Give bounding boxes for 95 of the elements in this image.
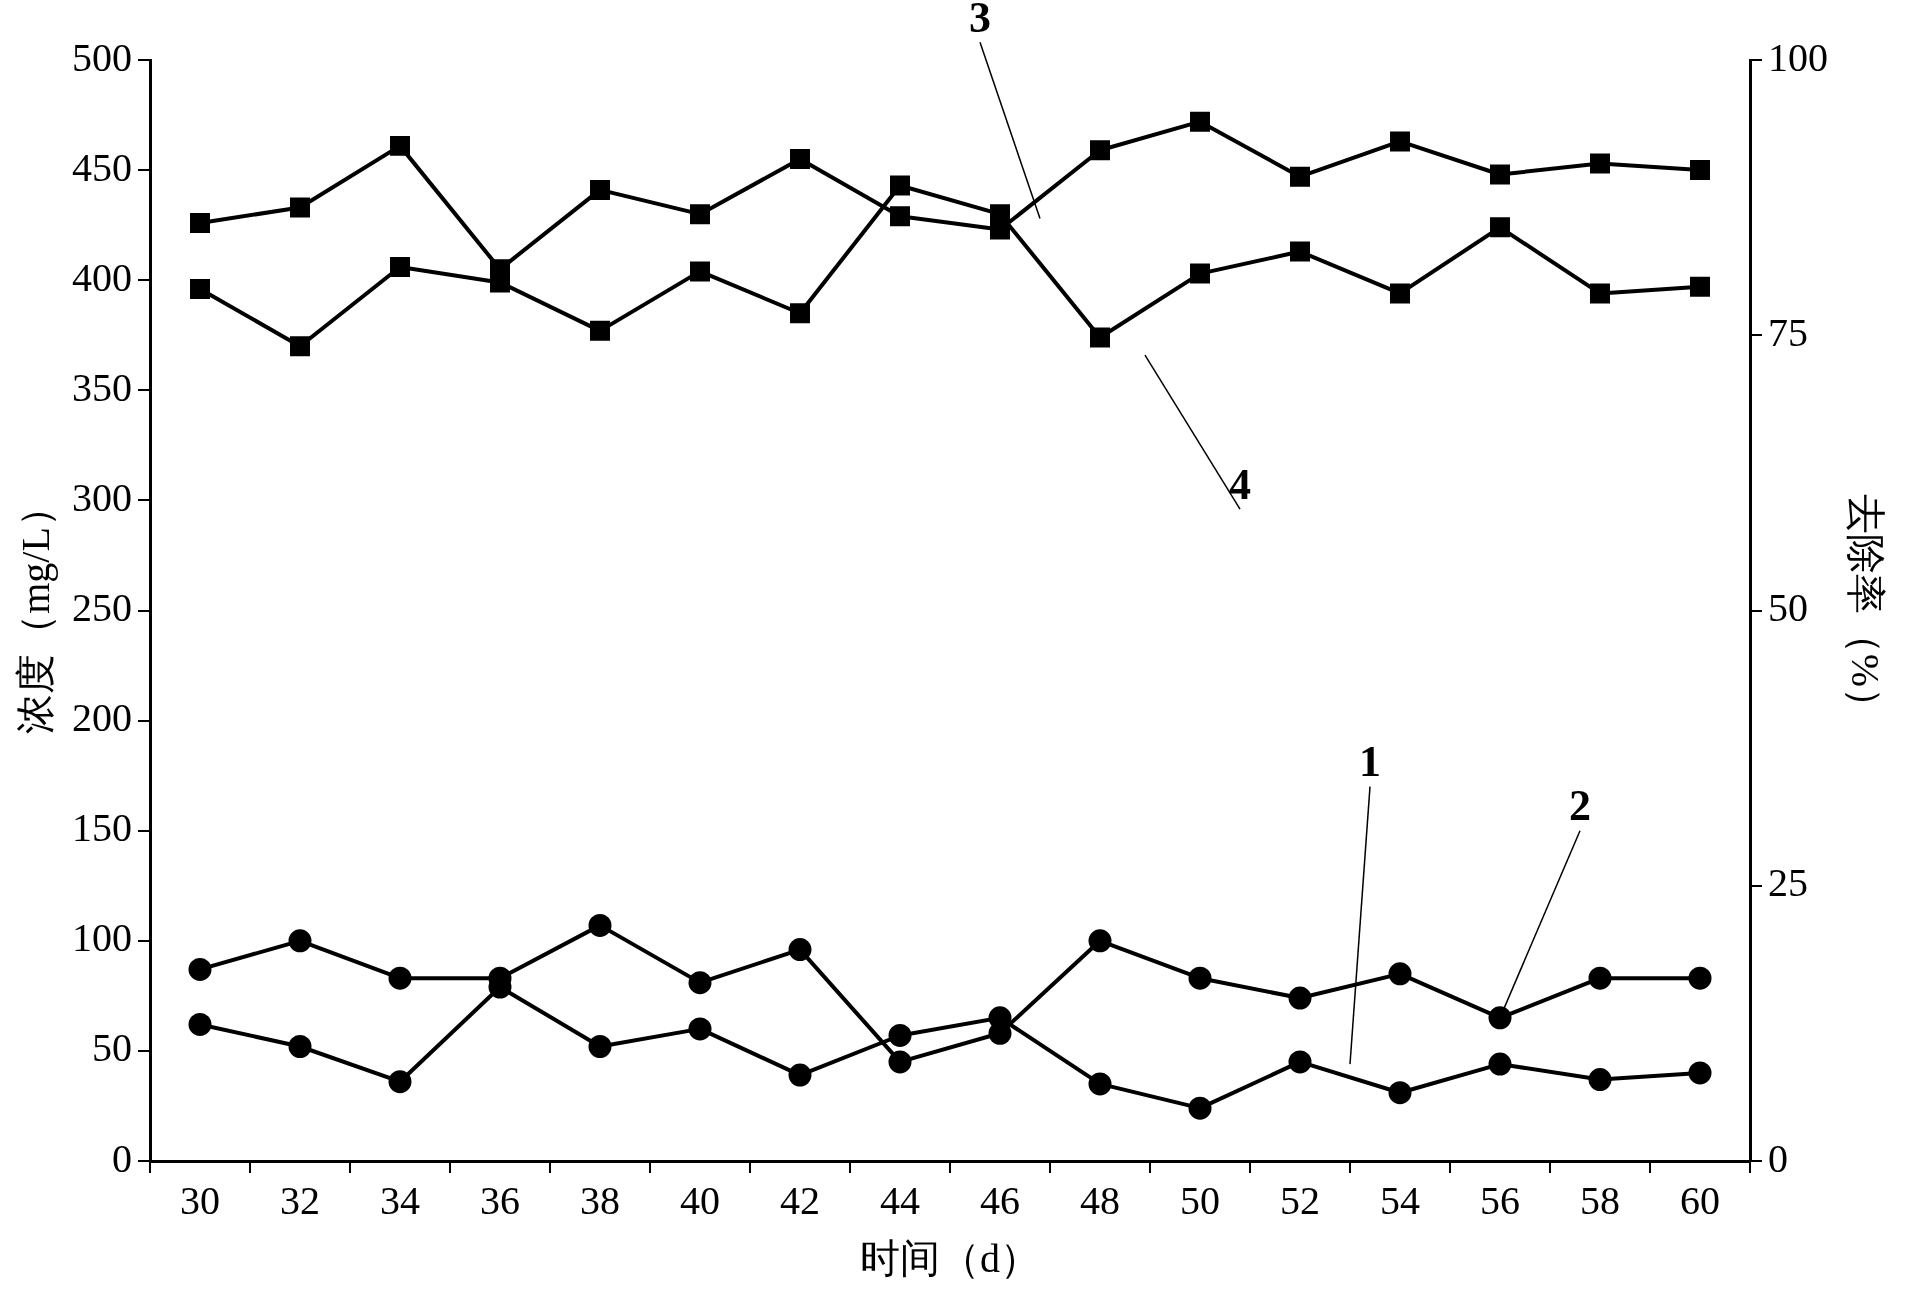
point xyxy=(690,204,710,225)
x-axis-title: 时间（d） xyxy=(860,1235,1040,1281)
point xyxy=(1190,111,1210,132)
x-tick-label: 36 xyxy=(480,1177,520,1223)
y-tick-label: 100 xyxy=(72,915,132,961)
x-tick-label: 44 xyxy=(880,1177,920,1223)
y2-axis-title: 去除率（%） xyxy=(1842,493,1888,728)
y2-tick-label: 25 xyxy=(1768,860,1808,906)
x-tick-label: 56 xyxy=(1480,1177,1520,1223)
point xyxy=(1290,166,1310,187)
point xyxy=(1390,283,1410,304)
point xyxy=(790,303,810,324)
point xyxy=(1688,966,1712,990)
x-tick-label: 52 xyxy=(1280,1177,1320,1223)
point xyxy=(290,197,310,218)
point xyxy=(1388,1081,1412,1105)
point xyxy=(1090,327,1110,348)
y2-tick-label: 75 xyxy=(1768,309,1808,355)
point xyxy=(590,320,610,341)
point xyxy=(1090,140,1110,161)
point xyxy=(888,1050,912,1074)
point xyxy=(590,179,610,200)
x-tick-label: 34 xyxy=(380,1177,420,1223)
point xyxy=(1290,241,1310,262)
point xyxy=(1088,1072,1112,1096)
y-tick-label: 250 xyxy=(72,585,132,630)
point xyxy=(588,1035,612,1058)
y-tick-label: 150 xyxy=(72,805,132,851)
point xyxy=(1488,1006,1512,1030)
point xyxy=(1590,283,1610,304)
point xyxy=(688,1017,712,1041)
point xyxy=(1690,160,1710,181)
y2-tick-label: 100 xyxy=(1768,34,1828,80)
point xyxy=(588,913,612,937)
point xyxy=(890,175,910,196)
x-tick-label: 32 xyxy=(280,1177,320,1223)
point xyxy=(288,1035,312,1058)
y-tick-label: 300 xyxy=(72,474,132,520)
point xyxy=(788,1063,812,1087)
point xyxy=(890,206,910,227)
point xyxy=(1288,1050,1312,1074)
point xyxy=(1188,1096,1212,1120)
point xyxy=(1690,276,1710,297)
point xyxy=(1388,962,1412,986)
y-tick-label: 0 xyxy=(112,1135,132,1181)
annotation: 1 xyxy=(1359,737,1381,786)
point xyxy=(1390,131,1410,152)
point xyxy=(790,149,810,170)
y-tick-label: 50 xyxy=(92,1025,132,1071)
y-tick-label: 400 xyxy=(72,254,132,300)
point xyxy=(1190,263,1210,284)
point xyxy=(1490,217,1510,238)
point xyxy=(1688,1061,1712,1085)
annotation: 4 xyxy=(1229,459,1251,509)
point xyxy=(690,261,710,282)
annotation: 2 xyxy=(1569,781,1591,831)
point xyxy=(1188,966,1212,990)
y-axis-title: 浓度（mg/L） xyxy=(12,487,58,734)
y-tick-label: 450 xyxy=(72,144,132,190)
text: 3 xyxy=(969,0,991,42)
x-tick-label: 50 xyxy=(1180,1177,1220,1223)
point xyxy=(1488,1052,1512,1076)
point xyxy=(190,279,210,299)
x-tick-label: 54 xyxy=(1380,1177,1420,1223)
x-tick-label: 58 xyxy=(1580,1177,1620,1223)
point xyxy=(888,1023,912,1047)
x-tick-label: 42 xyxy=(780,1177,820,1223)
point xyxy=(390,135,410,156)
y-tick-label: 500 xyxy=(72,34,132,80)
point xyxy=(1288,986,1312,1010)
point xyxy=(390,257,410,277)
point xyxy=(388,1070,412,1094)
point xyxy=(288,929,312,953)
point xyxy=(190,212,210,233)
point xyxy=(1088,929,1112,953)
point xyxy=(1590,153,1610,174)
point xyxy=(788,938,812,962)
y2-tick-label: 50 xyxy=(1768,585,1808,630)
x-tick-label: 46 xyxy=(980,1177,1020,1223)
y-tick-label: 350 xyxy=(72,364,132,410)
x-tick-label: 30 xyxy=(180,1177,220,1223)
point xyxy=(688,971,712,995)
point xyxy=(290,336,310,357)
point xyxy=(188,957,212,981)
x-tick-label: 48 xyxy=(1080,1177,1120,1223)
point xyxy=(1490,164,1510,185)
point xyxy=(388,966,412,990)
y2-tick-label: 0 xyxy=(1768,1135,1788,1181)
point xyxy=(1588,966,1612,990)
x-tick-label: 40 xyxy=(680,1177,720,1223)
y-tick-label: 200 xyxy=(72,695,132,741)
x-tick-label: 60 xyxy=(1680,1177,1720,1223)
point xyxy=(1588,1068,1612,1092)
x-tick-label: 38 xyxy=(580,1177,620,1223)
point xyxy=(188,1012,212,1036)
